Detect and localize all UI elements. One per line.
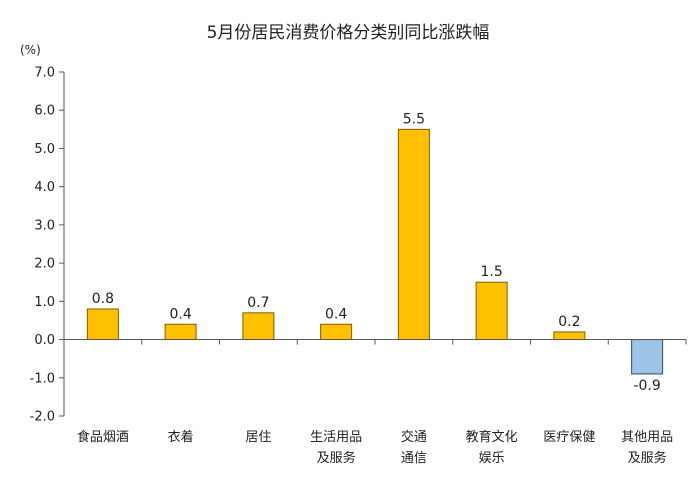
- category-label: 生活用品: [310, 430, 362, 445]
- bar: [553, 331, 586, 341]
- chart-title: 5月份居民消费价格分类别同比涨跌幅: [207, 23, 490, 43]
- data-label: 5.5: [403, 111, 425, 127]
- data-label: 0.8: [92, 291, 114, 307]
- y-tick-label: 6.0: [34, 104, 55, 119]
- category-label: 医疗保健: [543, 430, 595, 445]
- y-tick-label: 4.0: [34, 180, 55, 195]
- category-label: 其他用品: [621, 430, 673, 445]
- category-label: 衣着: [168, 429, 194, 445]
- data-label: -0.9: [633, 378, 660, 394]
- data-label: 0.4: [325, 306, 347, 322]
- y-tick-label: 1.0: [34, 295, 55, 310]
- data-label: 0.2: [558, 314, 580, 330]
- bar: [397, 128, 430, 341]
- category-label: 交通: [401, 429, 427, 445]
- y-tick-label: 7.0: [34, 66, 55, 81]
- y-axis-ticks: 7.0 6.0 5.0 4.0 3.0 2.0 1.0 0.0 -1.0 -2.0: [30, 66, 64, 425]
- y-tick-label: 3.0: [34, 218, 55, 233]
- bar: [86, 308, 119, 341]
- data-label: 1.5: [480, 264, 502, 280]
- data-labels: 0.8 0.4 0.7 0.4 5.5 1.5 0.2 -0.9: [92, 111, 661, 394]
- bar: [475, 281, 508, 341]
- bar: [320, 323, 353, 341]
- data-label: 0.7: [247, 295, 269, 311]
- y-tick-label: -2.0: [30, 410, 55, 425]
- y-tick-label: 5.0: [34, 142, 55, 157]
- category-label: 通信: [401, 451, 427, 466]
- bars: [86, 128, 664, 375]
- category-label: 及服务: [628, 450, 667, 466]
- category-label: 教育文化: [466, 429, 518, 445]
- bar: [164, 323, 197, 341]
- category-label: 及服务: [317, 450, 356, 466]
- bar: [631, 339, 664, 375]
- axes: [63, 72, 687, 416]
- category-label: 食品烟酒: [77, 429, 129, 445]
- y-tick-label: 2.0: [34, 257, 55, 272]
- category-label: 居住: [245, 430, 271, 445]
- data-label: 0.4: [169, 306, 191, 322]
- bar: [242, 312, 275, 341]
- y-tick-label: 0.0: [34, 333, 55, 348]
- y-axis-unit-label: (%): [20, 43, 41, 57]
- category-label: 娱乐: [479, 451, 505, 466]
- y-tick-label: -1.0: [30, 371, 55, 386]
